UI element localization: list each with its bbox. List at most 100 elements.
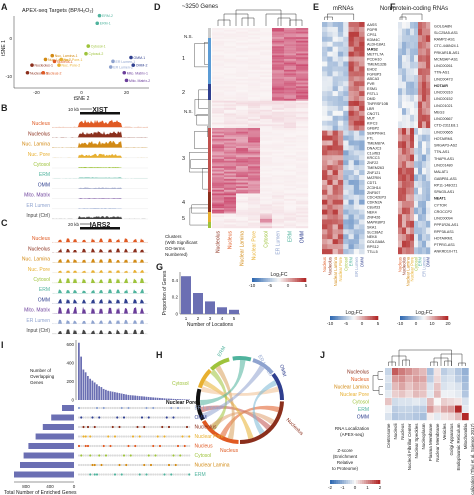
matrix-dot: [113, 473, 117, 476]
heatmap-cell: [236, 222, 249, 225]
heatmap-cell: [418, 68, 423, 76]
gene-label: ZC3H14: [367, 186, 381, 190]
colorbar-swatch: [433, 316, 436, 320]
matrix-dot: [118, 406, 121, 410]
heatmap-cell: [422, 220, 427, 228]
matrix-dot: [170, 435, 173, 438]
heatmap-cell: [224, 37, 237, 40]
heatmap-cell: [212, 126, 225, 129]
heatmap-cell: [272, 44, 285, 47]
matrix-dot: [113, 444, 117, 448]
heatmap-cell: [322, 56, 328, 62]
heatmap-cell: [402, 141, 407, 149]
heatmap-cell: [296, 158, 309, 161]
track-label: Nuc. Pore: [28, 267, 50, 273]
heatmap-cell: [406, 81, 411, 89]
colorbar-swatch: [444, 316, 447, 320]
zscore-caption: Z-score: [337, 448, 353, 453]
heatmap-cell: [284, 195, 297, 198]
point-label: Nuc. Lamina-2: [48, 58, 71, 62]
heatmap-cell: [327, 209, 333, 215]
heatmap-cell: [348, 140, 354, 146]
heatmap-cell: [212, 217, 225, 220]
intersection-bar: [132, 395, 134, 400]
heatmap-cell: [296, 97, 309, 100]
heatmap-cell: [272, 31, 285, 34]
heatmap-cell: [236, 95, 249, 98]
heatmap-cell: [212, 148, 225, 151]
intersection-bar: [174, 398, 177, 400]
heatmap-cell: [322, 209, 328, 215]
heatmap-cell: [359, 26, 365, 33]
heatmap-cell: [343, 219, 349, 225]
heatmap-cell: [224, 111, 237, 114]
gene-label: CDKN2A: [367, 201, 382, 205]
matrix-dot: [136, 416, 139, 419]
heatmap-cell: [236, 120, 249, 123]
heatmap-cell: [348, 165, 354, 171]
heatmap-cell: [212, 78, 225, 81]
heatmap-cell: [248, 195, 261, 198]
heatmap-cell: [296, 115, 309, 118]
heatmap-cell: [398, 114, 403, 122]
scatter-point: [43, 57, 48, 62]
matrix-dot: [185, 435, 189, 438]
heatmap-cell: [212, 118, 225, 121]
heatmap-cell: [248, 160, 261, 163]
heatmap-cell: [322, 76, 328, 82]
heatmap-cell: [284, 200, 297, 203]
heatmap-cell: [402, 247, 407, 255]
heatmap-cell: [260, 104, 273, 107]
heatmap-cell: [402, 174, 407, 182]
colorbar-swatch: [430, 316, 433, 320]
heatmap-cell: [426, 194, 431, 202]
column-label: Nuclear Membrane: [435, 423, 440, 462]
heatmap-cell: [224, 29, 237, 32]
heatmap-cell: [248, 193, 261, 196]
heatmap-cell: [434, 405, 441, 413]
matrix-dot: [149, 406, 153, 410]
heatmap-cell: [296, 204, 309, 207]
gene-label: KIFC3: [367, 122, 377, 126]
heatmap-cell: [284, 100, 297, 103]
gene-name: XIST: [92, 107, 108, 114]
matrix-dot: [95, 425, 99, 429]
scatter-point: [111, 59, 115, 64]
heatmap-cell: [272, 49, 285, 52]
heatmap-cell: [353, 66, 360, 72]
heatmap-cell: [224, 51, 237, 54]
heatmap-cell: [284, 133, 297, 136]
heatmap-cell: [332, 179, 339, 186]
matrix-dot: [145, 406, 148, 410]
heatmap-cell: [248, 175, 261, 178]
heatmap-cell: [236, 168, 249, 171]
track-label: Nucleolus: [28, 131, 50, 137]
heatmap-cell: [248, 60, 261, 63]
heatmap-cell: [418, 134, 423, 142]
heatmap-cell: [284, 113, 297, 116]
heatmap-cell: [284, 188, 297, 191]
track-label: Nucleus: [32, 121, 51, 127]
heatmap-cell: [272, 164, 285, 167]
heatmap-cell: [260, 151, 273, 154]
heatmap-cell: [406, 88, 411, 96]
heatmap-cell: [284, 71, 297, 74]
matrix-dot: [152, 406, 155, 410]
track-label: Nuc. Pore: [28, 152, 50, 158]
scatter-point: [52, 59, 57, 64]
heatmap-cell: [418, 194, 423, 202]
heatmap-cell: [272, 198, 285, 201]
heatmap-cell: [359, 110, 365, 116]
heatmap-cell: [284, 184, 297, 187]
heatmap-cell: [224, 160, 237, 163]
matrix-dot: [77, 444, 81, 448]
chord-ribbon: [200, 360, 246, 406]
y-axis-label: Number of: [30, 368, 52, 373]
heatmap-cell: [322, 120, 328, 126]
matrix-dot: [111, 463, 114, 467]
heatmap-cell: [224, 44, 237, 47]
track-label: Nucleolus: [28, 246, 50, 252]
heatmap-cell: [327, 56, 333, 62]
heatmap-cell: [332, 36, 339, 42]
